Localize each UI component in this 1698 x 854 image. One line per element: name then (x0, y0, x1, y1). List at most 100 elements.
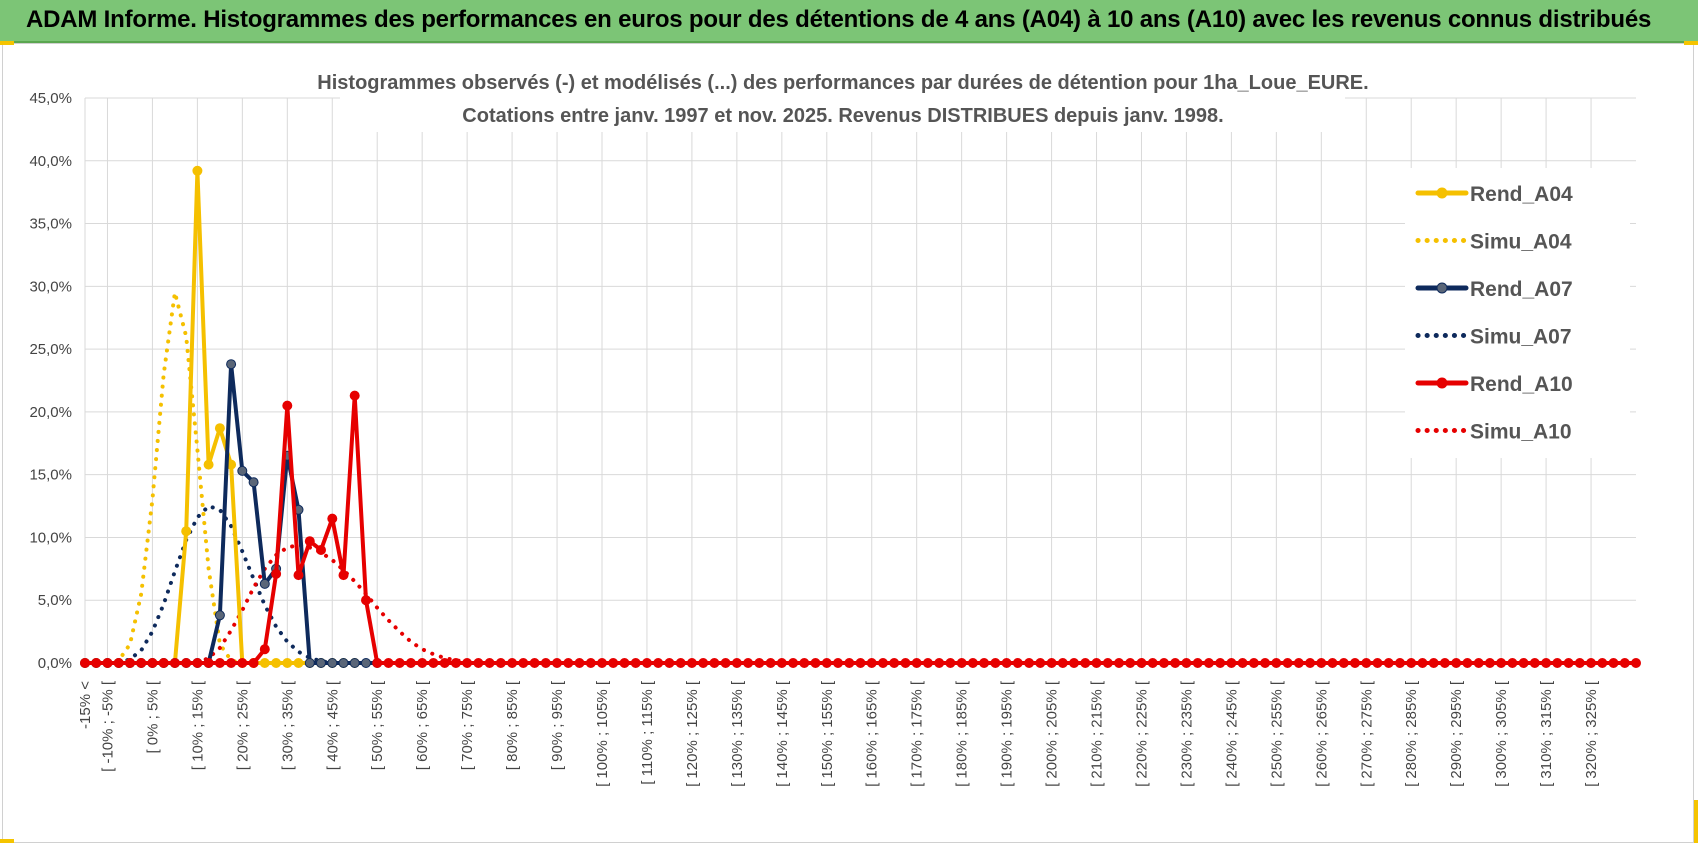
data-point-rend-a10 (1001, 658, 1012, 668)
data-point-rend-a10 (597, 658, 607, 668)
data-point-rend-a10 (1563, 658, 1574, 668)
data-point-rend-a10 (1091, 658, 1102, 668)
data-point-rend-a10 (226, 658, 237, 668)
data-point-rend-a10 (1293, 658, 1304, 668)
data-point-rend-a10 (1350, 658, 1360, 668)
data-point-rend-a10 (1114, 658, 1124, 668)
x-tick-label: [ 270% ; 275% [ (1358, 680, 1375, 787)
data-point-rend-a10 (810, 658, 821, 668)
data-point-rend-a10 (922, 658, 933, 668)
data-point-rend-a10 (743, 658, 754, 668)
data-point-rend-a07 (349, 658, 360, 668)
data-point-rend-a10 (1316, 658, 1327, 668)
y-tick-label: 15,0% (29, 467, 72, 484)
data-point-rend-a10 (1473, 658, 1484, 668)
data-point-rend-a10 (1395, 658, 1405, 668)
data-point-rend-a10 (821, 658, 832, 668)
data-point-rend-a10 (462, 658, 473, 668)
data-point-rend-a10 (934, 658, 945, 668)
data-point-rend-a10 (1484, 658, 1495, 668)
data-point-rend-a10 (282, 400, 293, 411)
data-point-rend-a10 (495, 658, 506, 668)
data-point-rend-a10 (1057, 658, 1068, 668)
chart-frame (2, 43, 1694, 843)
corner-mark (1694, 800, 1698, 843)
x-tick-label: [ 170% ; 175% [ (909, 680, 926, 787)
data-point-rend-a04 (192, 165, 203, 176)
data-point-rend-a07 (316, 658, 326, 668)
data-point-rend-a10 (1361, 658, 1372, 668)
x-tick-label: [ 190% ; 195% [ (999, 680, 1016, 787)
series-line-rend-a07 (83, 362, 380, 665)
data-point-rend-a10 (91, 658, 102, 668)
data-point-rend-a10 (147, 658, 158, 668)
data-point-rend-a10 (1608, 658, 1619, 668)
data-point-rend-a10 (169, 658, 180, 668)
y-tick-label: 45,0% (29, 90, 72, 107)
data-point-rend-a10 (529, 658, 540, 668)
legend-label: Rend_A04 (1470, 183, 1573, 206)
data-point-rend-a10 (214, 658, 225, 668)
data-point-rend-a07 (226, 359, 237, 370)
page-title: ADAM Informe. Histogrammes des performan… (26, 6, 1652, 33)
corner-mark (0, 839, 14, 843)
data-point-rend-a10 (372, 658, 383, 668)
data-point-rend-a10 (181, 658, 192, 668)
y-tick-label: 30,0% (29, 278, 72, 295)
data-point-rend-a10 (1428, 658, 1439, 668)
data-point-rend-a10 (1069, 658, 1079, 668)
corner-mark (1684, 41, 1698, 45)
data-point-rend-a10 (237, 658, 248, 668)
data-point-rend-a10 (855, 658, 866, 668)
data-point-rend-a10 (1035, 658, 1046, 668)
data-point-rend-a10 (608, 658, 619, 668)
data-point-rend-a10 (1136, 658, 1147, 668)
x-tick-label: [ 320% ; 325% [ (1583, 680, 1600, 787)
data-point-rend-a10 (136, 658, 147, 668)
x-tick-label: [ 90% ; 95% [ (549, 680, 566, 770)
data-point-rend-a10 (1102, 658, 1113, 668)
x-tick-label: [ 220% ; 225% [ (1133, 680, 1150, 787)
data-point-rend-a10 (203, 658, 214, 668)
data-point-rend-a10 (1226, 658, 1237, 668)
y-tick-label: 10,0% (29, 529, 72, 546)
data-point-rend-a10 (642, 658, 652, 668)
x-tick-label: [ 60% ; 65% [ (414, 680, 431, 770)
x-tick-label: [ 150% ; 155% [ (819, 680, 836, 787)
data-point-rend-a04 (271, 658, 282, 668)
x-tick-label: [ 110% ; 115% [ (639, 680, 656, 785)
data-point-rend-a10 (866, 658, 877, 668)
data-point-rend-a10 (1529, 658, 1540, 668)
data-point-rend-a10 (158, 658, 169, 668)
data-point-rend-a10 (316, 545, 326, 555)
data-point-rend-a10 (327, 513, 338, 524)
data-point-rend-a10 (788, 658, 799, 668)
data-point-rend-a10 (574, 658, 585, 668)
legend-label: Rend_A10 (1470, 373, 1573, 396)
data-point-rend-a10 (1159, 658, 1169, 668)
x-tick-label: [ 160% ; 165% [ (864, 680, 881, 787)
data-point-rend-a10 (1619, 658, 1630, 668)
data-point-rend-a10 (720, 658, 731, 668)
series-line-rend-a10 (83, 393, 1638, 665)
data-point-rend-a10 (394, 658, 405, 668)
data-point-rend-a10 (405, 658, 416, 668)
data-point-rend-a10 (1080, 658, 1091, 668)
data-point-rend-a10 (619, 658, 630, 668)
data-point-rend-a10 (1462, 658, 1473, 668)
x-tick-label: [ 290% ; 295% [ (1448, 680, 1465, 787)
data-point-rend-a10 (1237, 658, 1248, 668)
y-tick-label: 5,0% (38, 592, 72, 609)
data-point-rend-a10 (1406, 658, 1417, 668)
data-point-rend-a10 (1305, 658, 1316, 668)
y-tick-label: 0,0% (38, 655, 72, 672)
data-point-rend-a07 (327, 658, 338, 668)
data-point-rend-a10 (1271, 658, 1282, 668)
data-point-rend-a10 (450, 658, 461, 668)
data-point-rend-a10 (349, 390, 360, 401)
data-point-rend-a10 (473, 658, 484, 668)
data-point-rend-a10 (293, 570, 304, 581)
data-point-rend-a10 (900, 658, 911, 668)
data-point-rend-a10 (664, 658, 675, 668)
